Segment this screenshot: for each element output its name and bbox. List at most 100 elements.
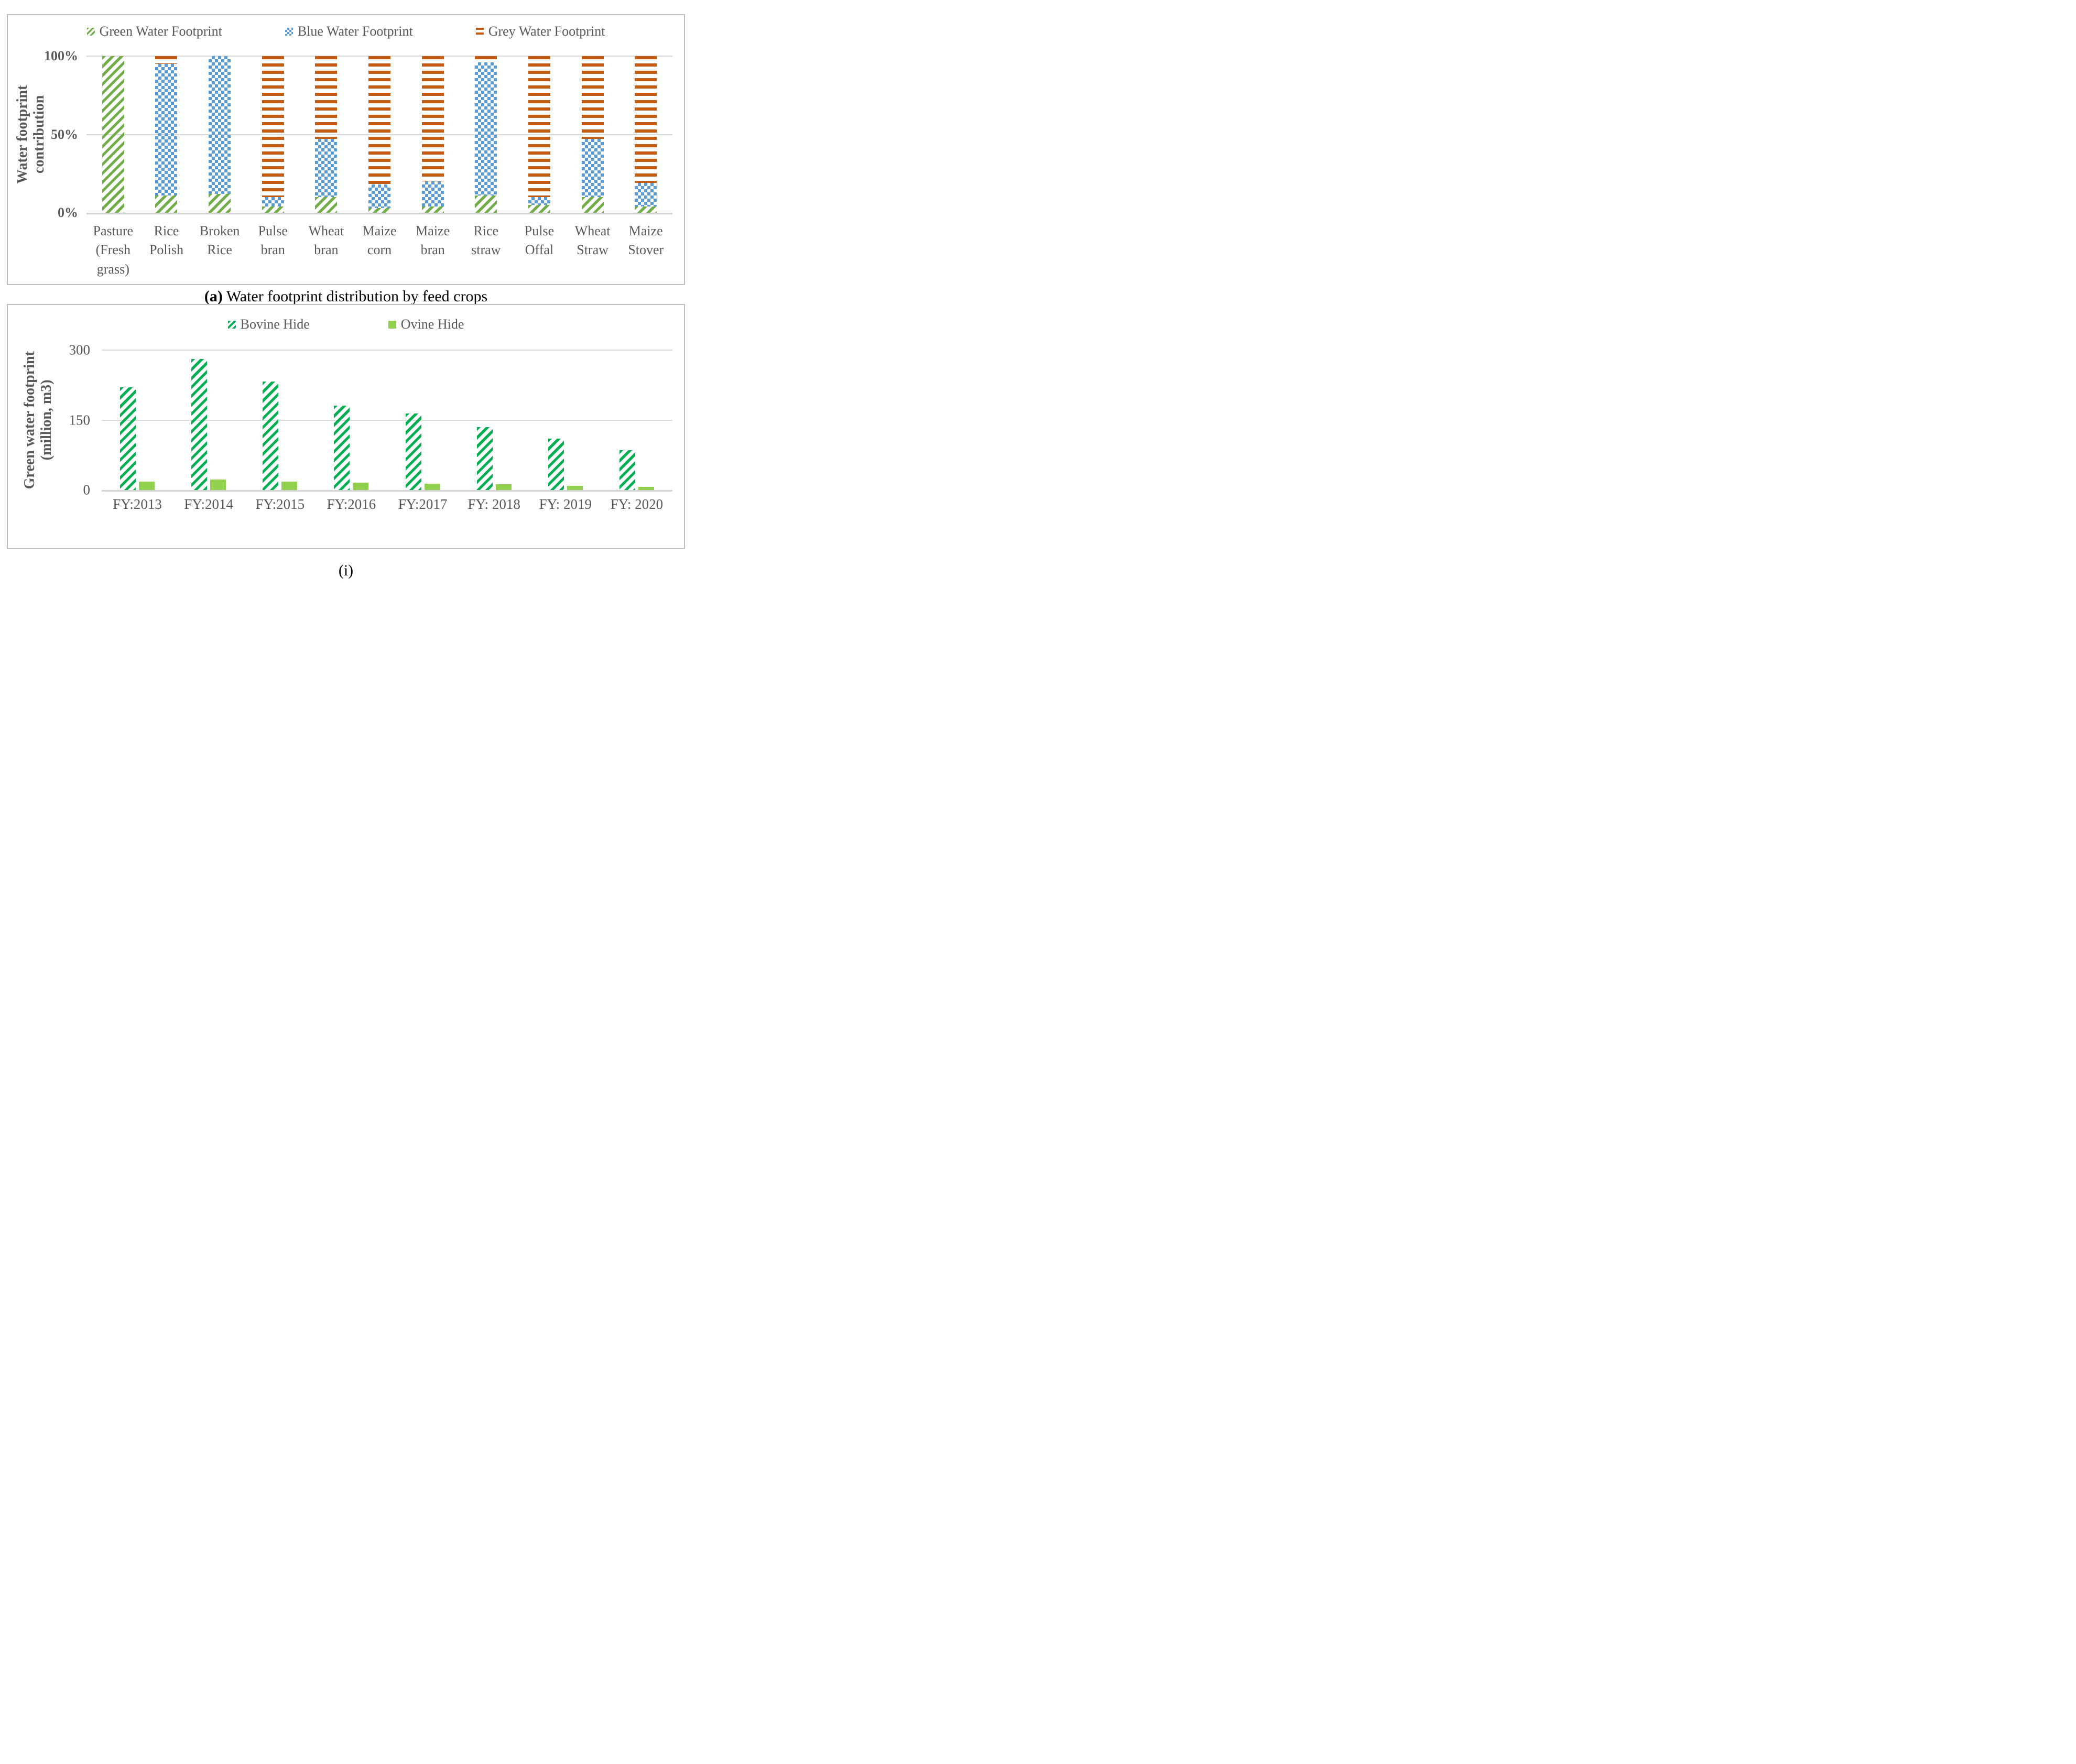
y-tick-100pct: 100% xyxy=(44,48,78,63)
bovine-hide-bar xyxy=(476,427,493,490)
bovine-hatch-swatch-icon xyxy=(227,320,236,329)
x-label: Broken Rice xyxy=(199,223,240,258)
segment-green-water xyxy=(209,194,231,213)
bovine-hide-bar xyxy=(405,413,421,490)
bovine-hide-bar xyxy=(120,387,136,490)
segment-green-water xyxy=(315,197,338,213)
x-axis-line-chart-a xyxy=(86,213,672,214)
stacked-bar xyxy=(475,56,497,213)
chart-a-xlabels: Pasture (Fresh grass) Rice Polish Broken R… xyxy=(86,222,672,279)
blue-dots-swatch-icon xyxy=(285,27,293,36)
green-hatch-swatch-icon xyxy=(86,27,95,36)
bar-pair xyxy=(191,350,226,490)
segment-grey-water xyxy=(581,56,604,139)
segment-green-water xyxy=(262,206,284,213)
x-label: Maize bran xyxy=(416,223,450,258)
bar-pair xyxy=(334,350,369,490)
stacked-bar xyxy=(368,56,391,213)
x-label: Rice straw xyxy=(471,223,501,258)
caption-a-text: Water footprint distribution by feed cro… xyxy=(222,288,488,305)
ovine-hide-bar xyxy=(139,481,155,490)
bar-slot xyxy=(530,350,601,490)
segment-green-water xyxy=(102,56,124,213)
bar-slot xyxy=(193,56,246,213)
ovine-hide-bar xyxy=(424,483,440,490)
segment-blue-water xyxy=(155,63,178,196)
stacked-bar xyxy=(528,56,550,213)
legend-label-bovine-hide: Bovine Hide xyxy=(240,317,310,332)
stacked-bar xyxy=(635,56,657,213)
legend-item-grey-water: Grey Water Footprint xyxy=(475,24,605,39)
ovine-hide-bar xyxy=(495,484,512,490)
panel-green-water-footprint-by-year: Bovine Hide Ovine Hide Green water footp… xyxy=(7,304,685,549)
bar-pair xyxy=(548,350,583,490)
bar-slot xyxy=(173,350,244,490)
segment-grey-water xyxy=(315,56,338,139)
plot-area-chart-i: 300 150 0 xyxy=(69,342,672,498)
bar-slot xyxy=(300,56,353,213)
ovine-hide-bar xyxy=(638,486,654,490)
x-label: FY:2015 xyxy=(255,496,305,512)
bar-slot xyxy=(513,56,566,213)
y-tick-150: 150 xyxy=(69,412,91,428)
stacked-bar xyxy=(421,56,444,213)
y-axis-title-chart-a: Water footprint contribution xyxy=(14,85,48,184)
chart-a-bars xyxy=(86,56,672,213)
bar-pair xyxy=(263,350,298,490)
caption-i: (i) xyxy=(338,562,354,579)
bar-slot xyxy=(102,350,173,490)
gridline-150 xyxy=(102,419,672,421)
legend-item-ovine-hide: Ovine Hide xyxy=(388,317,464,332)
y-tick-50pct: 50% xyxy=(51,126,78,142)
segment-grey-water xyxy=(528,56,550,198)
bar-slot xyxy=(140,56,193,213)
x-label: Maize corn xyxy=(362,223,397,258)
stacked-bar xyxy=(102,56,124,213)
bovine-hide-bar xyxy=(548,439,564,490)
legend-label-grey-water: Grey Water Footprint xyxy=(488,24,605,39)
bar-slot xyxy=(353,56,406,213)
bovine-hide-bar xyxy=(334,405,350,490)
x-label: Pulse bran xyxy=(258,223,288,258)
y-axis-title-chart-i: Green water footprint (million, m3) xyxy=(21,350,55,490)
ovine-hide-bar xyxy=(281,481,298,490)
x-axis-line-chart-i xyxy=(102,490,672,492)
segment-grey-water xyxy=(155,56,178,64)
stacked-bar xyxy=(315,56,338,213)
caption-a: (a) Water footprint distribution by feed… xyxy=(0,288,692,306)
ovine-hide-bar xyxy=(567,486,583,490)
stacked-bar xyxy=(581,56,604,213)
bar-slot xyxy=(619,56,672,213)
stacked-bar xyxy=(209,56,231,213)
y-tick-0pct: 0% xyxy=(58,205,78,220)
segment-grey-water xyxy=(421,56,444,182)
y-tick-300: 300 xyxy=(69,342,91,358)
x-label: FY:2013 xyxy=(113,496,162,512)
x-label: Rice Polish xyxy=(149,223,183,258)
plot-area-chart-a: 100% 50% 0% xyxy=(44,48,672,220)
bar-pair xyxy=(120,350,155,490)
stacked-bar xyxy=(155,56,178,213)
segment-grey-water xyxy=(368,56,391,185)
x-label: Pasture (Fresh grass) xyxy=(93,223,134,277)
x-label: FY:2016 xyxy=(327,496,376,512)
bovine-hide-bar xyxy=(263,381,279,490)
bar-pair xyxy=(405,350,440,490)
panel-water-footprint-by-feed-crops: Green Water Footprint Blue Water Footpri… xyxy=(7,14,685,285)
segment-grey-water xyxy=(262,56,284,198)
segment-green-water xyxy=(528,205,550,213)
x-label: Pulse Offal xyxy=(524,223,555,258)
segment-green-water xyxy=(581,197,604,213)
x-label: FY: 2019 xyxy=(539,496,592,512)
bar-slot xyxy=(566,56,619,213)
segment-grey-water xyxy=(475,56,497,62)
segment-green-water xyxy=(155,195,178,213)
y-title-line1: Green water footprint xyxy=(21,351,38,489)
x-label: Wheat Straw xyxy=(574,223,611,258)
y-title-line2: (million, m3) xyxy=(38,379,55,461)
legend-chart-i: Bovine Hide Ovine Hide xyxy=(8,317,684,332)
segment-blue-water xyxy=(475,62,497,196)
bar-slot xyxy=(244,350,316,490)
segment-green-water xyxy=(368,208,391,213)
ovine-solid-swatch-icon xyxy=(388,320,396,329)
